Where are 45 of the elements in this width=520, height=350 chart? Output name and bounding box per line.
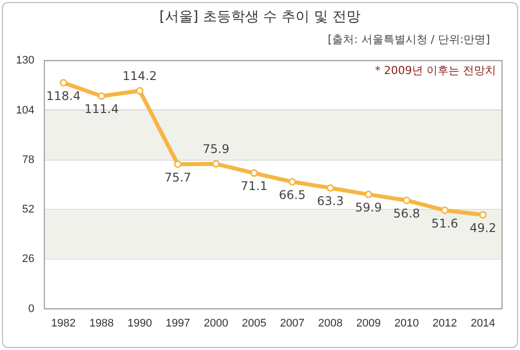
y-tick-label: 130 — [16, 54, 34, 67]
x-tick-label: 2009 — [356, 317, 381, 330]
y-tick-label: 26 — [22, 253, 34, 266]
point — [212, 160, 220, 168]
x-tick-label: 1997 — [166, 317, 190, 330]
point — [288, 178, 296, 186]
x-tick-label: 2000 — [204, 317, 228, 330]
x-tick-label: 2010 — [394, 317, 419, 330]
chart-title: [서울] 초등학생 수 추이 및 전망 — [158, 8, 362, 26]
data-label: 56.8 — [393, 206, 420, 220]
y-tick-label: 52 — [22, 204, 34, 216]
data-label: 51.6 — [431, 216, 458, 230]
point — [98, 92, 106, 100]
point — [326, 184, 334, 192]
data-label: 111.4 — [84, 102, 119, 116]
annotation: * 2009년 이후는 전망치 — [375, 64, 496, 77]
x-tick-label: 2007 — [280, 317, 304, 330]
x-tick-label: 2014 — [470, 317, 496, 330]
point — [174, 160, 182, 168]
data-label: 75.9 — [202, 142, 230, 156]
point — [136, 87, 144, 95]
point — [441, 206, 449, 214]
point — [364, 190, 372, 198]
point — [402, 196, 410, 204]
data-label: 75.7 — [164, 170, 192, 184]
data-label: 66.5 — [278, 188, 306, 202]
data-label: 114.2 — [122, 68, 157, 83]
data-label: 63.3 — [317, 194, 344, 208]
x-tick-label: 1990 — [127, 317, 152, 330]
x-tick-label: 1988 — [89, 317, 114, 330]
point — [250, 169, 258, 177]
y-tick-label: 104 — [16, 104, 34, 116]
data-label: 118.4 — [46, 88, 81, 103]
x-tick-label: 2008 — [318, 317, 343, 330]
point — [60, 78, 68, 86]
point — [479, 211, 487, 219]
data-label: 59.9 — [355, 200, 382, 215]
x-tick-label: 2012 — [432, 317, 458, 330]
chart-subtitle: [출처: 서울특별시청 / 단위:만명] — [328, 32, 490, 47]
data-label: 49.2 — [470, 220, 496, 235]
x-tick-label: 1982 — [51, 317, 76, 330]
y-tick-label: 78 — [22, 154, 34, 166]
x-tick-label: 2005 — [242, 317, 266, 330]
data-label: 71.1 — [240, 179, 268, 194]
y-tick-label: 0 — [28, 302, 34, 315]
